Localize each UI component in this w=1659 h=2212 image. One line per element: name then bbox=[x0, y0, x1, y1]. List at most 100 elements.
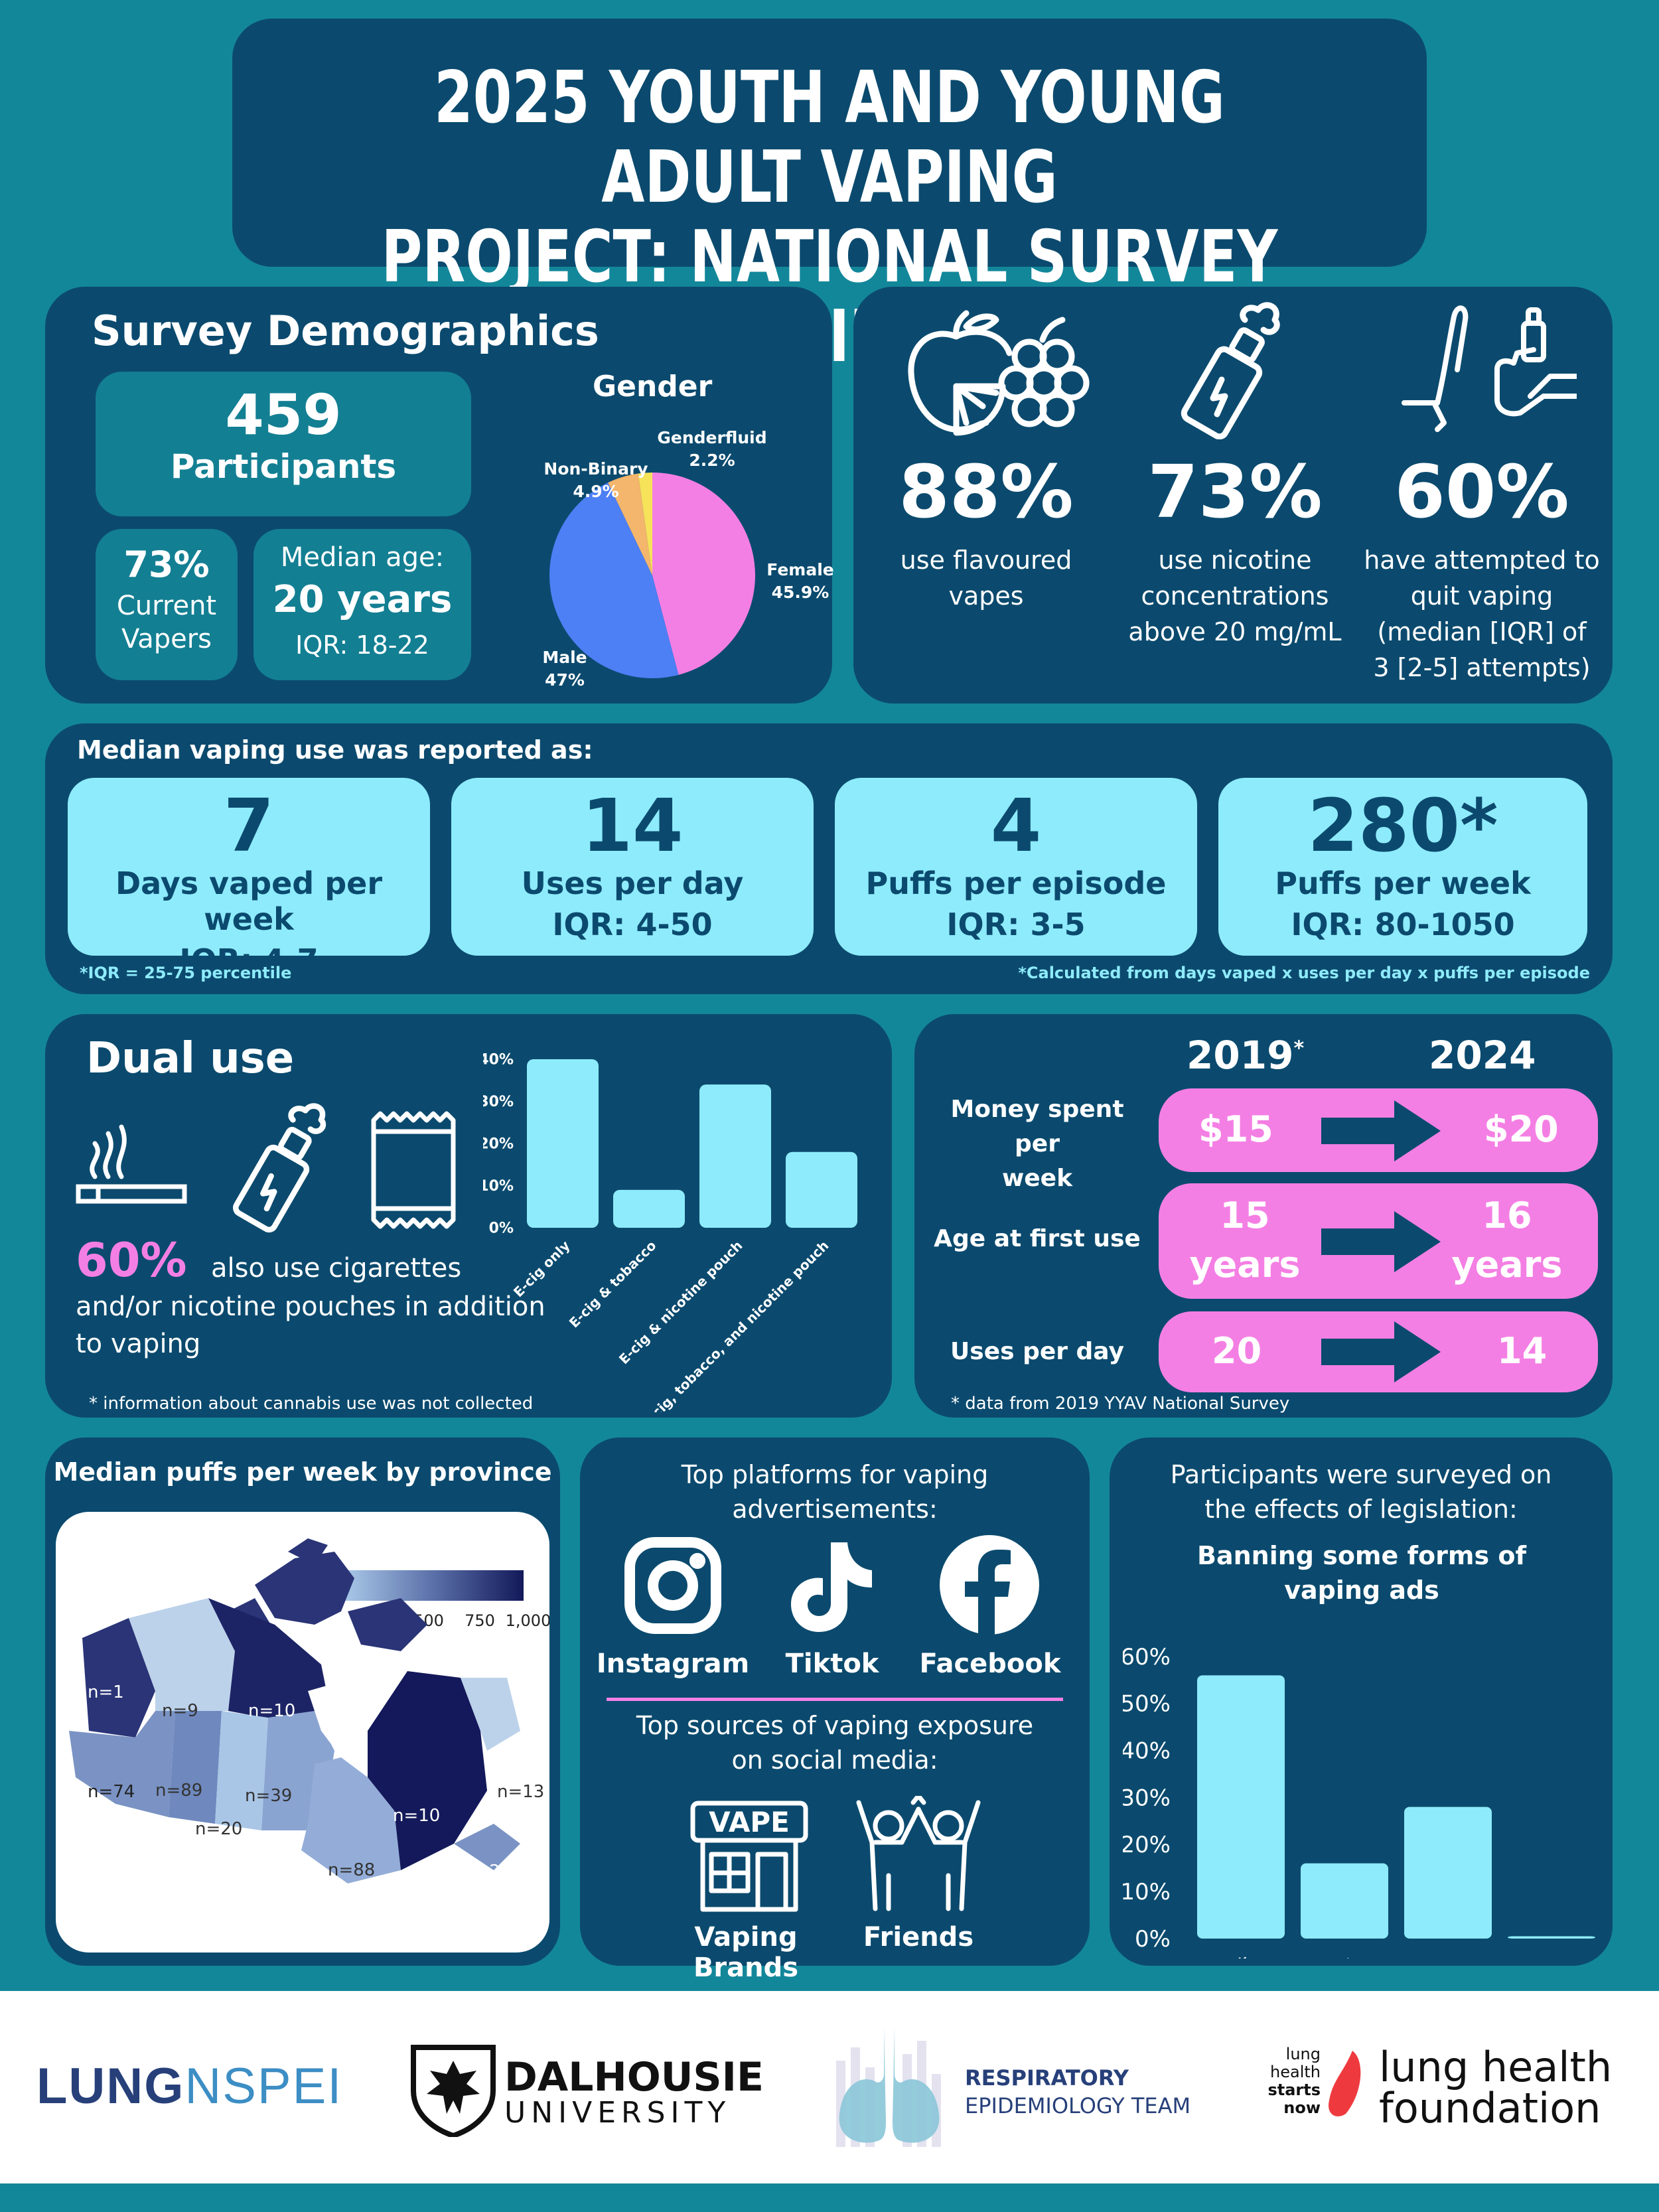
map-legend-tick: 750 bbox=[465, 1611, 495, 1630]
median-card-value: 7 bbox=[223, 783, 275, 868]
legislation-chart-title: Banning some forms of vaping ads bbox=[1136, 1538, 1587, 1607]
vape-device-icon bbox=[1181, 302, 1280, 439]
dalhousie-university: UNIVERSITY bbox=[504, 2096, 731, 2130]
province-bc bbox=[69, 1711, 175, 1817]
median-age-value: 20 years bbox=[272, 578, 453, 621]
bar bbox=[527, 1059, 599, 1228]
median-card-iqr: IQR: 4-50 bbox=[552, 907, 713, 942]
y-tick-label: 60% bbox=[1123, 1644, 1171, 1670]
map-label: n=9 bbox=[162, 1701, 198, 1721]
comparison-bar-age: 15 years 16 years bbox=[1159, 1183, 1598, 1299]
stat-desc-0: use flavoured vapes bbox=[853, 542, 1119, 614]
stat-desc-1-line: concentrations bbox=[1141, 581, 1329, 611]
comparison-label-money: Money spent per week bbox=[928, 1092, 1147, 1196]
vape-shop-icon: VAPE bbox=[690, 1801, 808, 1912]
nicotine-pouch-icon bbox=[371, 1111, 456, 1229]
dalhousie-name: DALHOUSIE bbox=[504, 2054, 764, 2101]
comparison-bar-uses: 20 14 bbox=[1159, 1311, 1598, 1392]
dalhousie-crest-icon bbox=[411, 2045, 496, 2137]
y-tick-label: 30% bbox=[483, 1094, 514, 1110]
tiktok-icon bbox=[791, 1542, 872, 1632]
hudson-bay bbox=[308, 1678, 368, 1757]
resp-team-title: RESPIRATORY bbox=[965, 2065, 1129, 2091]
legislation-heading-line: Participants were surveyed on bbox=[1170, 1460, 1552, 1489]
median-card-value: 280* bbox=[1307, 783, 1498, 868]
lhf-tagline-line: now bbox=[1283, 2099, 1321, 2117]
participants-box: 459 Participants bbox=[96, 372, 471, 516]
year-2019: 2019* bbox=[1187, 1033, 1304, 1078]
sources-heading-line: on social media: bbox=[731, 1745, 938, 1775]
current-vapers-box: 73% Current Vapers bbox=[96, 529, 238, 680]
bar bbox=[1404, 1806, 1492, 1939]
province-yukon bbox=[82, 1618, 155, 1737]
stat-desc-2-line: quit vaping bbox=[1410, 581, 1553, 611]
canada-choropleth-map: 250 500 750 1,000 bbox=[69, 1538, 549, 1883]
platform-label-tiktok: Tiktok bbox=[785, 1649, 879, 1679]
comparison-value-2024: $20 bbox=[1484, 1108, 1559, 1150]
y-tick-label: 40% bbox=[483, 1052, 514, 1069]
map-label: n=10 bbox=[248, 1701, 295, 1721]
cigarette-icon bbox=[76, 1124, 187, 1204]
comparison-value-2024: 14 bbox=[1497, 1330, 1548, 1372]
dual-use-footnote: * information about cannabis use was not… bbox=[89, 1394, 534, 1414]
comparison-label-age: Age at first use bbox=[934, 1225, 1141, 1252]
y-tick-label: 10% bbox=[1123, 1879, 1171, 1905]
y-tick-label: 20% bbox=[483, 1136, 514, 1153]
year-2019-value: 2019 bbox=[1187, 1033, 1294, 1078]
bar bbox=[1197, 1675, 1285, 1939]
median-footnote-right: *Calculated from days vaped x uses per d… bbox=[1018, 964, 1590, 982]
footer: LUNGNSPEI DALHOUSIE UNIVERSITY RESPIRATO… bbox=[0, 1991, 1659, 2183]
stat-value-0: 88% bbox=[899, 449, 1074, 534]
arrow-right-icon bbox=[1321, 1321, 1441, 1382]
lhf-tagline-line: lung bbox=[1285, 2045, 1321, 2063]
instagram-icon bbox=[624, 1537, 721, 1634]
pie-label-male: Male bbox=[542, 648, 587, 667]
map-card: 250 500 750 1,000 bbox=[56, 1512, 549, 1953]
stat-desc-0-line: vapes bbox=[948, 581, 1024, 611]
legislation-bar-chart: 0% 10% 20% 30% 40% 50% 60% No impactI vape less… bbox=[1123, 1644, 1595, 1958]
lhf-tagline-line: health bbox=[1270, 2063, 1321, 2081]
province-nunavut bbox=[208, 1598, 334, 1731]
stat-desc-2-line: 3 [2-5] attempts) bbox=[1373, 653, 1591, 682]
pie-slice-nonbinary bbox=[608, 473, 652, 575]
bar bbox=[1508, 1936, 1595, 1939]
median-card: 4 Puffs per episode IQR: 3-5 bbox=[835, 778, 1197, 956]
legislation-heading: Participants were surveyed on the effect… bbox=[1110, 1457, 1613, 1526]
median-footnote-left: *IQR = 25-75 percentile bbox=[80, 964, 292, 982]
current-vapers-label2: Vapers bbox=[121, 624, 212, 654]
median-card-label: Uses per day bbox=[521, 865, 744, 901]
legislation-panel: Participants were surveyed on the effect… bbox=[1110, 1438, 1613, 1966]
pie-slice-female bbox=[652, 473, 755, 675]
median-card-iqr: IQR: 80-1050 bbox=[1291, 907, 1515, 942]
map-label: n=13 bbox=[497, 1782, 544, 1802]
y-tick-label: 0% bbox=[1135, 1926, 1171, 1953]
dual-use-heading: Dual use bbox=[86, 1034, 295, 1083]
province-alberta bbox=[169, 1711, 222, 1824]
stats-panel: 88% 73% 60% use flavoured vapes use nico… bbox=[853, 287, 1613, 703]
demographics-panel: Survey Demographics 459 Participants 73%… bbox=[45, 287, 834, 703]
legislation-chart-title-line: Banning some forms of bbox=[1196, 1541, 1526, 1570]
gender-pie-chart: Genderfluid 2.2% Non-Binary 4.9% Female … bbox=[542, 428, 833, 690]
participants-count: 459 bbox=[225, 382, 342, 447]
platforms-heading: Top platforms for vaping advertisements: bbox=[580, 1457, 1090, 1526]
x-category-label: I vape more bbox=[1351, 1951, 1465, 1958]
map-panel: Median puffs per week by province 250 50… bbox=[45, 1438, 560, 1966]
stat-desc-2: have attempted to quit vaping (median [I… bbox=[1349, 542, 1615, 686]
map-label: n=1 bbox=[88, 1682, 124, 1702]
pie-pct-nonbinary: 4.9% bbox=[573, 482, 618, 501]
gender-title: Gender bbox=[593, 370, 713, 404]
lhf-name-line1: lung health bbox=[1379, 2043, 1613, 2091]
demographics-heading: Survey Demographics bbox=[92, 307, 599, 355]
dual-use-text2: and/or nicotine pouches in addition bbox=[76, 1291, 545, 1322]
median-card-value: 4 bbox=[990, 783, 1042, 868]
map-label: n=74 bbox=[88, 1782, 135, 1802]
x-category-label: E-cig & tobacco bbox=[566, 1238, 660, 1331]
y-tick-label: 0% bbox=[489, 1220, 514, 1237]
comparison-label-uses: Uses per day bbox=[950, 1338, 1124, 1365]
stat-desc-0-line: use flavoured bbox=[900, 546, 1072, 575]
platform-label-instagram: Instagram bbox=[596, 1649, 750, 1679]
stat-value-1: 73% bbox=[1147, 449, 1323, 534]
comparison-label-line: week bbox=[1001, 1165, 1073, 1192]
x-category-label: No impact bbox=[1158, 1951, 1258, 1958]
